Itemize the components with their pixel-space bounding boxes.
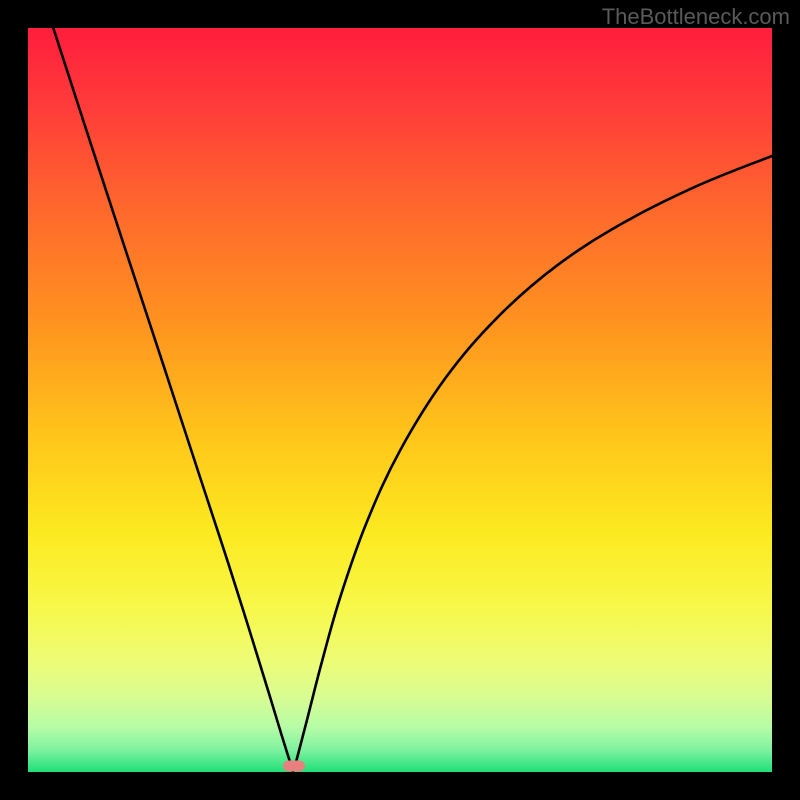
bottleneck-curve (28, 28, 772, 772)
chart-container: TheBottleneck.com (0, 0, 800, 800)
watermark-text: TheBottleneck.com (602, 4, 790, 30)
plot-area (28, 28, 772, 772)
notch-marker (283, 761, 305, 772)
